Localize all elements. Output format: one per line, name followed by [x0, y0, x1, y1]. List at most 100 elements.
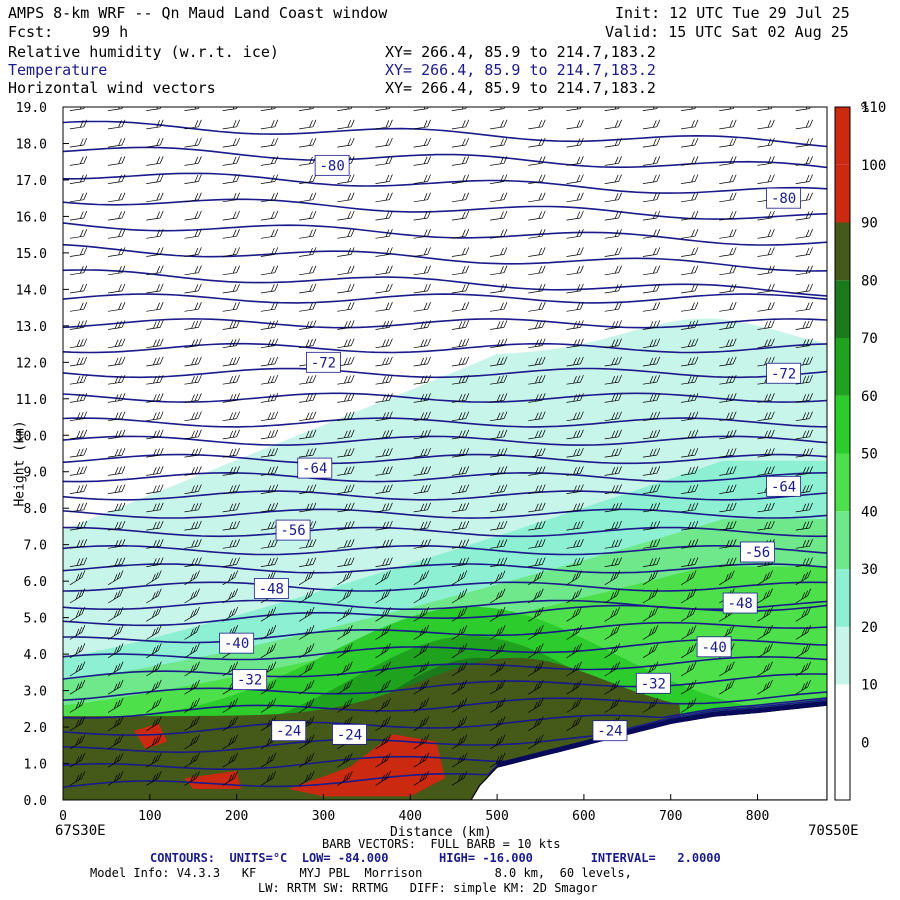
wind-barb [222, 411, 240, 422]
wind-barb [451, 247, 470, 257]
wind-barb [642, 265, 661, 276]
wind-barb [184, 119, 202, 130]
wind-barb [757, 502, 775, 513]
wind-barb [184, 734, 200, 750]
wind-barb [222, 697, 239, 713]
wind-barb [566, 520, 584, 531]
wind-barb [69, 588, 86, 604]
temperature-contour [63, 172, 827, 194]
wind-barb [719, 539, 737, 549]
wind-barb [604, 374, 622, 385]
wind-barb [146, 411, 164, 422]
y-axis-title: Height (km) [12, 420, 28, 507]
wind-barb [566, 429, 584, 440]
wind-barb [222, 174, 240, 184]
wind-barb [337, 229, 355, 239]
colorbar-swatch [835, 742, 850, 800]
wind-barb [69, 302, 88, 312]
wind-barb [298, 752, 315, 768]
wind-barb [681, 520, 699, 531]
colorbar-swatch [835, 684, 850, 743]
wind-barb [604, 570, 621, 586]
wind-barb [757, 119, 775, 130]
wind-barb [757, 520, 775, 531]
wind-barb [604, 588, 621, 604]
wind-barb [528, 643, 544, 659]
wind-barb [757, 643, 773, 659]
rh-saturated-patch [134, 723, 168, 749]
wind-barb [375, 588, 391, 604]
wind-barb [108, 156, 126, 166]
contour-label-text: -24 [276, 724, 301, 740]
wind-barb [757, 229, 775, 239]
wind-barb [222, 119, 240, 130]
wind-barb [681, 229, 699, 239]
x-tick-label: 400 [399, 809, 422, 824]
wind-barb [566, 119, 584, 130]
wind-barb [337, 283, 355, 294]
wind-barb [146, 137, 164, 148]
wind-barb [413, 119, 431, 130]
field-wind-xy: XY= 266.4, 85.9 to 214.7,183.2 [385, 79, 656, 97]
wind-barb [108, 210, 126, 221]
wind-barb [146, 338, 164, 349]
wind-barb [375, 661, 391, 677]
wind-barb [490, 356, 508, 367]
wind-barb [795, 210, 813, 221]
wind-barb [69, 338, 88, 349]
temperature-contour [63, 621, 827, 644]
wind-barb [604, 520, 622, 531]
wind-barb [642, 588, 659, 604]
contour-label-box [766, 187, 801, 209]
wind-barb [298, 570, 315, 586]
wind-barb [681, 356, 699, 367]
wind-barb [298, 734, 315, 750]
wind-barb [528, 356, 546, 367]
wind-barb [795, 119, 813, 130]
wind-barb [451, 539, 470, 549]
wind-barb [184, 192, 202, 203]
colorbar-tick-label: 40 [861, 504, 878, 520]
wind-barb [719, 192, 737, 203]
wind-barb [260, 338, 279, 349]
wind-barb [146, 119, 164, 130]
wind-barb [490, 229, 508, 239]
wind-barb [642, 429, 661, 440]
wind-barb [566, 302, 584, 312]
wind-barb [719, 429, 737, 440]
wind-barb [222, 539, 240, 549]
wind-barb [260, 229, 279, 239]
wind-barb [108, 374, 126, 385]
wind-barb [451, 156, 470, 166]
wind-barb [451, 229, 470, 239]
wind-barb [299, 137, 317, 148]
wind-barb [642, 466, 661, 476]
contour-label-text: -24 [337, 727, 362, 743]
wind-barb [222, 210, 240, 221]
y-tick-label: 11.0 [16, 393, 47, 408]
wind-barb [69, 697, 86, 713]
wind-barb [642, 283, 661, 294]
wind-barb [719, 502, 737, 513]
wind-barb [490, 192, 508, 203]
wind-barb [795, 429, 813, 440]
wind-barb [604, 229, 622, 239]
contour-label-box [635, 672, 671, 694]
wind-barb [451, 643, 468, 659]
wind-barb [490, 265, 508, 276]
wind-barb [337, 393, 355, 403]
wind-barb [451, 338, 470, 349]
wind-barb [757, 588, 773, 604]
wind-barb [146, 356, 164, 367]
wind-barb [146, 557, 164, 567]
x-tick-label: 800 [746, 809, 769, 824]
wind-barb [642, 192, 661, 203]
wind-barb [69, 137, 88, 148]
left-endpoint: 67S30E [55, 823, 106, 839]
wind-barb [413, 338, 431, 349]
wind-barb [413, 520, 431, 531]
temperature-contour [63, 545, 827, 556]
wind-barb [375, 447, 393, 458]
wind-barb [413, 484, 431, 494]
wind-barb [413, 320, 431, 330]
